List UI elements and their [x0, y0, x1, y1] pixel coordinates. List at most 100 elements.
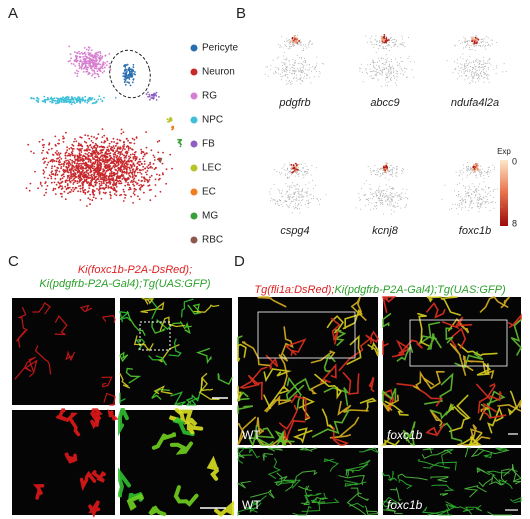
cell-point	[140, 173, 143, 175]
cell-point	[386, 48, 387, 50]
vessel	[438, 507, 455, 516]
cell-point	[482, 41, 484, 43]
cell-point	[123, 167, 126, 169]
cell-point	[92, 169, 95, 172]
cell-point	[470, 45, 472, 47]
vessel	[298, 485, 312, 492]
cell-point	[76, 162, 78, 165]
panel-d: D Tg(fli1a:DsRed);Ki(pdgfrb-P2A-Gal4);Tg…	[234, 253, 522, 517]
cell-point	[91, 156, 94, 159]
cell-point	[470, 172, 472, 174]
roi-box	[257, 311, 356, 359]
cell-point	[286, 38, 288, 40]
cell-point	[122, 145, 124, 148]
cell-point	[476, 35, 478, 37]
cell-point	[486, 77, 488, 79]
cell-point	[116, 158, 118, 161]
cell-point	[376, 69, 377, 71]
cell-point	[382, 190, 384, 192]
cell-point	[54, 172, 57, 175]
vessel	[67, 412, 81, 437]
cell-point	[285, 65, 287, 67]
vessel	[476, 467, 490, 475]
cell-point	[387, 44, 389, 46]
cell-point	[48, 174, 51, 177]
gene-label: foxc1b	[459, 225, 491, 237]
cell-point	[403, 44, 404, 46]
cell-point	[96, 144, 99, 147]
cell-point	[387, 57, 389, 59]
cell-point	[478, 80, 479, 82]
cell-point	[404, 67, 406, 69]
cell-point	[308, 169, 309, 171]
vessel	[34, 345, 52, 375]
cell-point	[484, 62, 486, 64]
cell-point	[105, 179, 108, 182]
cell-point	[382, 172, 384, 174]
cell-point	[396, 39, 398, 41]
cell-point	[84, 164, 87, 167]
cell-point	[464, 46, 466, 48]
cell-point	[152, 163, 155, 165]
cell-point	[117, 159, 120, 161]
image-label: WT	[242, 498, 261, 512]
cell-point	[92, 193, 95, 196]
vessel	[237, 385, 242, 402]
expr-point	[293, 166, 295, 169]
cell-point	[464, 79, 466, 81]
highlight-ellipse	[109, 49, 151, 99]
cell-point	[63, 190, 66, 193]
cell-point	[485, 206, 487, 208]
cell-point	[62, 168, 65, 171]
cell-point	[70, 189, 73, 191]
image-label: foxc1b	[387, 498, 423, 512]
vessel	[389, 487, 402, 501]
cell-point	[108, 142, 111, 145]
cell-point	[148, 95, 151, 98]
cell-point	[133, 190, 136, 193]
cell-point	[312, 179, 314, 181]
cell-point	[466, 66, 468, 68]
cell-point	[125, 168, 128, 171]
cell-point	[135, 158, 138, 161]
vessel	[338, 336, 373, 372]
cell-point	[123, 70, 126, 72]
cell-point	[287, 178, 289, 180]
vessel	[397, 473, 428, 481]
cell-point	[86, 153, 89, 156]
cell-point	[385, 75, 387, 77]
cell-point	[316, 62, 318, 64]
feature-plot	[269, 162, 327, 214]
vessel	[119, 311, 132, 323]
cell-point	[93, 144, 96, 147]
cell-point	[375, 64, 377, 66]
cell-point	[105, 170, 108, 173]
cell-point	[129, 171, 132, 174]
vessel	[254, 436, 274, 446]
vessel	[331, 427, 350, 446]
vessel	[299, 447, 318, 452]
cell-point	[477, 206, 479, 207]
cell-point	[138, 169, 141, 171]
cell-point	[106, 156, 109, 159]
cell-point	[300, 42, 302, 44]
cell-point	[464, 41, 466, 43]
cell-point	[462, 69, 464, 71]
vessel	[338, 474, 365, 486]
cell-point	[102, 149, 105, 151]
cell-point	[454, 203, 456, 205]
cell-point	[42, 146, 45, 149]
cell-point	[171, 167, 174, 170]
cell-point	[389, 194, 391, 196]
expr-point	[291, 39, 294, 42]
cell-point	[152, 97, 155, 100]
vessel	[430, 476, 449, 483]
cell-point	[308, 43, 310, 45]
cell-point	[463, 68, 465, 70]
panel-label: D	[234, 253, 245, 270]
cell-point	[462, 178, 463, 180]
cell-point	[359, 199, 361, 201]
cell-point	[280, 73, 282, 75]
cell-point	[376, 174, 378, 176]
cell-point	[94, 159, 97, 162]
